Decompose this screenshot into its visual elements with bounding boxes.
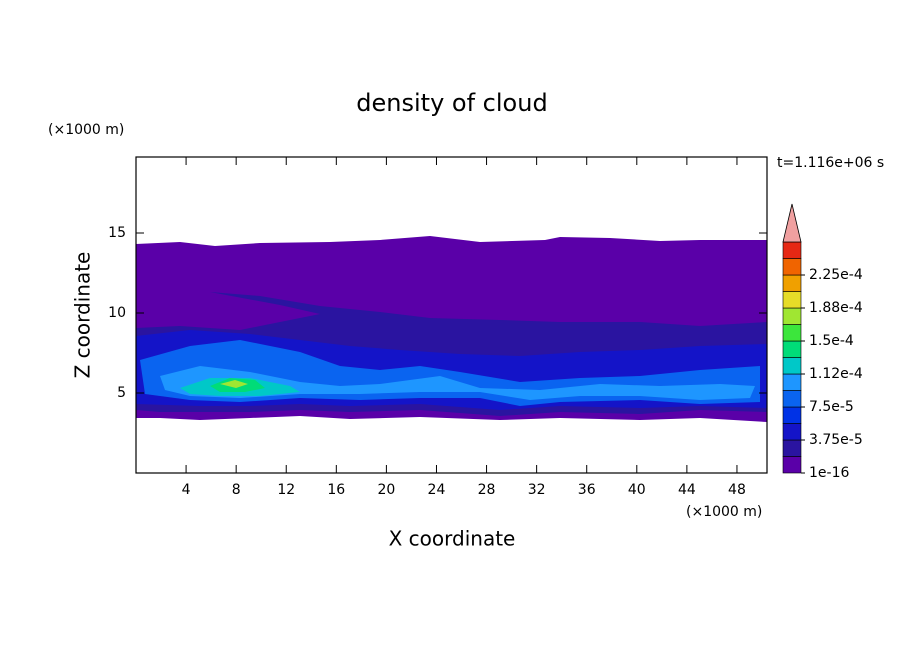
y-unit: (×1000 m) (48, 122, 124, 138)
x-tick-label: 40 (628, 482, 646, 498)
colorbar-box (782, 291, 802, 309)
colorbar-box (782, 324, 802, 342)
x-tick-label: 24 (428, 482, 446, 498)
colorbar-label: 1.88e-4 (809, 300, 863, 316)
colorbar-label: 1.5e-4 (809, 333, 854, 349)
colorbar-box (782, 258, 802, 276)
colorbar-label: 1e-16 (809, 465, 849, 481)
x-tick-label: 16 (327, 482, 345, 498)
y-tick-label: 15 (108, 225, 126, 241)
x-tick-label: 12 (277, 482, 295, 498)
x-tick-label: 36 (578, 482, 596, 498)
x-unit: (×1000 m) (686, 504, 762, 520)
contour-field (136, 236, 767, 422)
x-tick-label: 28 (478, 482, 496, 498)
x-axis-label: X coordinate (389, 527, 516, 551)
colorbar-box (782, 439, 802, 457)
colorbar-box (782, 340, 802, 358)
annotation: t=1.116e+06 s (777, 155, 884, 171)
y-tick-label: 10 (108, 305, 126, 321)
chart-title: density of cloud (356, 89, 547, 117)
x-tick-label: 8 (232, 482, 241, 498)
colorbar-box (782, 390, 802, 408)
colorbar-box (782, 357, 802, 375)
plot-frame (135, 156, 768, 474)
colorbar-box (782, 423, 802, 441)
colorbar-box (782, 274, 802, 292)
x-tick-label: 4 (182, 482, 191, 498)
x-tick-label: 48 (728, 482, 746, 498)
colorbar-box (782, 456, 802, 474)
colorbar-box (782, 241, 802, 259)
x-tick-label: 44 (678, 482, 696, 498)
y-axis-label: Z coordinate (71, 252, 95, 379)
colorbar-label: 1.12e-4 (809, 366, 863, 382)
contour-region (160, 366, 755, 400)
x-tick-label: 32 (528, 482, 546, 498)
contour-region (220, 380, 248, 388)
colorbar-box (782, 406, 802, 424)
colorbar-box (782, 373, 802, 391)
colorbar-box (782, 307, 802, 325)
y-tick-label: 5 (117, 385, 126, 401)
colorbar-label: 3.75e-5 (809, 432, 863, 448)
colorbar-extend (782, 203, 802, 243)
colorbar-label: 7.5e-5 (809, 399, 854, 415)
colorbar-label: 2.25e-4 (809, 267, 863, 283)
x-tick-label: 20 (377, 482, 395, 498)
